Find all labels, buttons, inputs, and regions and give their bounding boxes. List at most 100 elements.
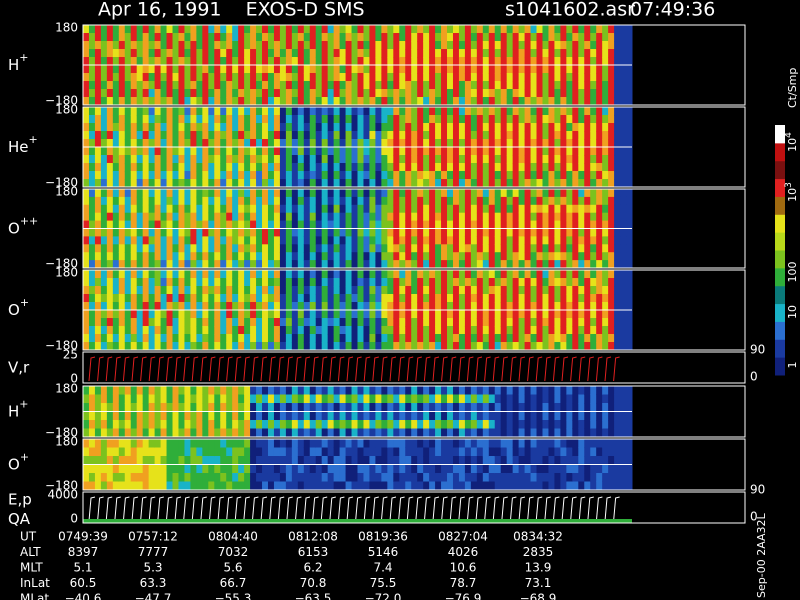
spectrogram-cell: [530, 73, 538, 82]
spectrogram-cell: [423, 41, 430, 50]
spectrogram-cell: [315, 326, 323, 335]
spectrogram-cell: [178, 252, 185, 261]
spectrogram-cell: [506, 326, 514, 335]
spectrogram-cell: [291, 270, 299, 279]
spectrogram-cell: [202, 420, 209, 429]
spectrogram-cell: [554, 107, 561, 116]
spectrogram-cell: [345, 196, 353, 206]
spectrogram-cell: [548, 278, 555, 287]
spectrogram-cell: [441, 428, 448, 438]
spectrogram-cell: [262, 464, 269, 474]
spectrogram-cell: [530, 481, 538, 491]
spectrogram-cell: [160, 334, 168, 343]
spectrogram-cell: [381, 220, 388, 229]
spectrogram-cell: [530, 411, 538, 421]
spectrogram-cell: [614, 107, 621, 116]
spectrogram-cell: [94, 318, 102, 327]
spectrogram-cell: [297, 115, 305, 124]
spectrogram-cell: [279, 115, 287, 124]
spectrogram-cell: [626, 318, 633, 327]
spectrogram-cell: [190, 481, 197, 491]
spectrogram-cell: [375, 81, 382, 90]
trace: [174, 496, 182, 522]
trace: [269, 496, 276, 522]
spectrogram-cell: [542, 171, 549, 180]
spectrogram-cell: [273, 326, 281, 335]
spectrogram-cell: [112, 318, 120, 327]
spectrogram-cell: [214, 49, 221, 58]
spectrogram-cell: [441, 270, 448, 279]
spectrogram-cell: [488, 318, 496, 327]
spectrogram-cell: [554, 420, 561, 429]
spectrogram-cell: [351, 204, 358, 214]
spectrogram-cell: [411, 456, 418, 465]
spectrogram-cell: [447, 278, 454, 287]
spectrogram-cell: [578, 123, 585, 132]
spectrogram-cell: [554, 260, 561, 269]
spectrogram-cell: [309, 403, 317, 412]
spectrogram-cell: [166, 481, 174, 491]
spectrogram-cell: [244, 252, 251, 261]
spectrogram-cell: [262, 220, 269, 229]
spectrogram-cell: [614, 97, 621, 106]
spectrogram-cell: [411, 107, 418, 116]
spectrogram-cell: [572, 97, 579, 106]
spectrogram-cell: [596, 403, 603, 412]
spectrogram-cell: [321, 115, 329, 124]
spectrogram-cell: [482, 179, 490, 188]
spectrogram-cell: [405, 228, 412, 237]
spectrogram-cell: [130, 81, 138, 90]
spectrogram-cell: [530, 65, 538, 74]
spectrogram-cell: [441, 196, 448, 206]
spectrogram-cell: [351, 179, 358, 188]
spectrogram-cell: [232, 81, 239, 90]
spectrogram-cell: [530, 310, 538, 319]
spectrogram-cell: [387, 41, 394, 50]
spectrogram-cell: [464, 439, 472, 448]
trace: [372, 356, 379, 382]
spectrogram-cell: [375, 89, 382, 98]
spectrogram-cell: [238, 204, 245, 214]
spectrogram-cell: [590, 115, 597, 124]
spectrogram-cell: [220, 464, 227, 474]
spectrogram-cell: [369, 286, 376, 295]
spectrogram-cell: [309, 89, 317, 98]
spectrogram-cell: [578, 278, 585, 287]
spectrogram-cell: [572, 212, 579, 222]
spectrogram-cell: [262, 65, 269, 74]
spectrogram-cell: [285, 260, 293, 269]
spectrogram-cell: [214, 270, 221, 279]
spectrogram-cell: [405, 473, 412, 482]
spectrogram-cell: [142, 456, 150, 465]
spectrogram-cell: [578, 411, 585, 421]
spectrogram-cell: [429, 163, 436, 172]
spectrogram-cell: [488, 294, 496, 303]
spectrogram-cell: [441, 236, 448, 245]
spectrogram-cell: [482, 394, 490, 404]
spectrogram-cell: [238, 131, 245, 140]
spectrogram-cell: [566, 189, 573, 198]
spectrogram-cell: [566, 204, 573, 214]
spectrogram-cell: [584, 394, 591, 404]
spectrogram-cell: [208, 310, 215, 319]
spectrogram-cell: [112, 278, 120, 287]
spectrogram-cell: [244, 428, 251, 438]
spectrogram-cell: [148, 278, 156, 287]
spectrogram-cell: [429, 403, 436, 412]
spectrogram-cell: [250, 447, 257, 457]
spectrogram-cell: [154, 260, 162, 269]
trace: [131, 356, 139, 382]
spectrogram-cell: [626, 97, 633, 106]
spectrogram-cell: [339, 171, 347, 180]
spectrogram-cell: [470, 420, 478, 429]
spectrogram-cell: [548, 123, 555, 132]
spectrogram-cell: [220, 228, 227, 237]
spectrogram-cell: [560, 196, 567, 206]
spectrogram-cell: [309, 302, 317, 311]
spectrogram-cell: [202, 107, 209, 116]
spectrogram-cell: [94, 212, 102, 222]
spectrogram-cell: [315, 473, 323, 482]
spectrogram-cell: [488, 428, 496, 438]
spectrogram-cell: [118, 155, 126, 164]
spectrogram-cell: [482, 278, 490, 287]
